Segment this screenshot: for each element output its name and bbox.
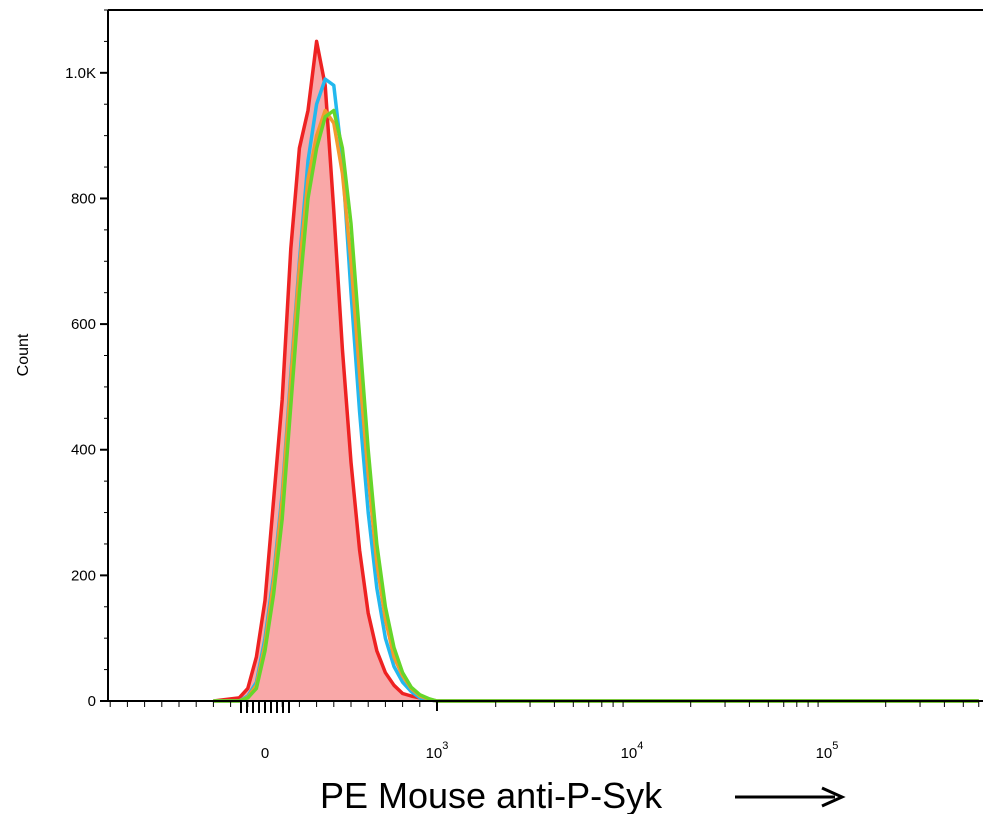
x-tick-label: 103 xyxy=(426,740,449,762)
y-axis-label: Count xyxy=(15,333,32,376)
x-tick-label: 105 xyxy=(816,740,839,762)
y-tick-label: 200 xyxy=(71,567,96,584)
y-tick-label: 0 xyxy=(88,693,96,710)
y-tick-label: 400 xyxy=(71,442,96,459)
plot-layer xyxy=(108,39,983,703)
x-axis-label: PE Mouse anti-P-Syk xyxy=(320,775,663,814)
series-fill-0 xyxy=(108,41,983,701)
axes-layer: 0 200 400 600 800 1.0K 0 103 104 105 xyxy=(65,9,983,762)
y-tick-label: 800 xyxy=(71,190,96,207)
x-tick-label: 104 xyxy=(621,740,644,762)
x-tick-label: 0 xyxy=(261,745,269,762)
x-tick-exponent: 3 xyxy=(442,740,448,752)
series-line-3 xyxy=(213,108,979,703)
y-tick-label: 1.0K xyxy=(65,65,96,82)
arrow-right-icon xyxy=(735,786,846,808)
x-tick-exponent: 4 xyxy=(637,740,643,752)
x-tick-exponent: 5 xyxy=(832,740,838,752)
y-tick-label: 600 xyxy=(71,316,96,333)
